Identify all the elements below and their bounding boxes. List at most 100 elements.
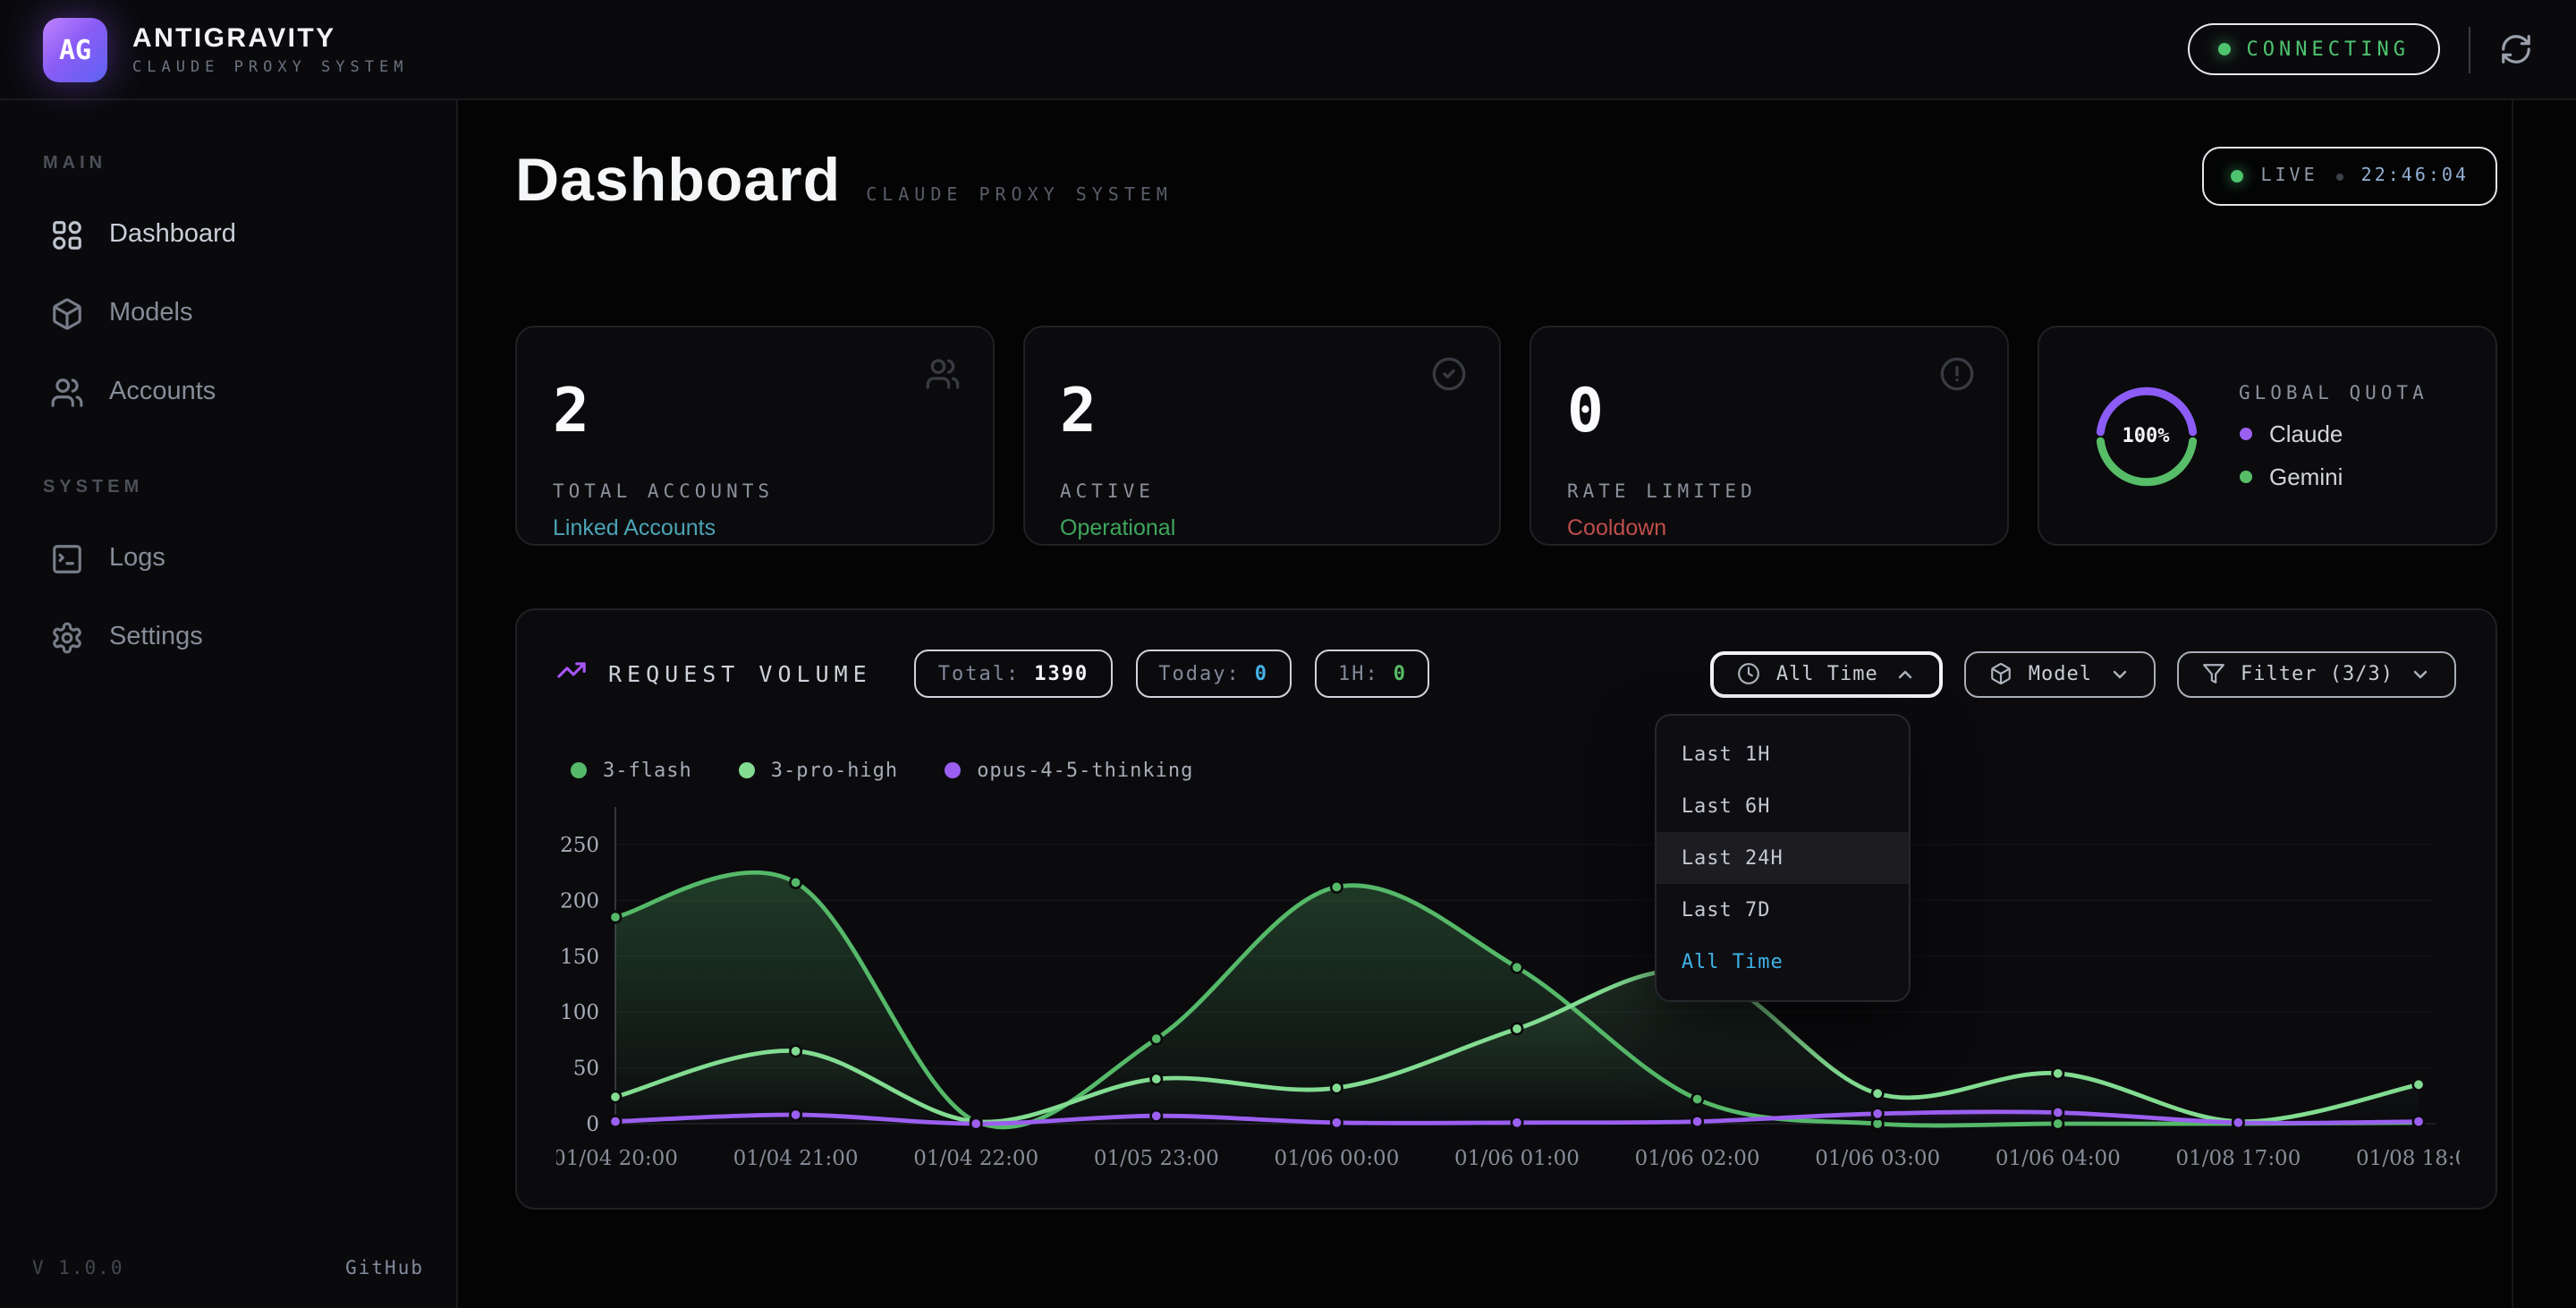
live-clock: 22:46:04 <box>2361 166 2469 186</box>
volume-chart-svg: 05010015020025001/04 20:0001/04 21:0001/… <box>556 793 2460 1179</box>
svg-text:01/06 04:00: 01/06 04:00 <box>1996 1147 2121 1170</box>
filter-button[interactable]: Filter (3/3) <box>2176 650 2456 697</box>
trending-up-icon <box>556 654 587 693</box>
live-dot-icon <box>2230 170 2242 183</box>
gear-icon <box>50 620 84 654</box>
stat-value: 2 <box>1060 381 1463 442</box>
svg-text:200: 200 <box>560 889 599 913</box>
sidebar: MAIN Dashboard Models Accounts SYSTEM <box>0 100 458 1308</box>
svg-text:01/04 20:00: 01/04 20:00 <box>556 1147 678 1170</box>
legend-dot <box>571 762 587 778</box>
dropdown-item-last-7d[interactable]: Last 7D <box>1657 883 1909 935</box>
dropdown-item-last-6h[interactable]: Last 6H <box>1657 779 1909 831</box>
stat-label: TOTAL ACCOUNTS <box>553 481 956 503</box>
sidebar-item-accounts[interactable]: Accounts <box>32 352 424 431</box>
time-range-button[interactable]: All Time <box>1710 650 1943 697</box>
request-volume-card: REQUEST VOLUME Total:1390 Today:0 1H:0 <box>515 608 2497 1210</box>
svg-text:01/06 00:00: 01/06 00:00 <box>1274 1147 1399 1170</box>
app-root: AG ANTIGRAVITY CLAUDE PROXY SYSTEM CONNE… <box>0 0 2576 1308</box>
badge-value: 1390 <box>1034 662 1089 685</box>
app-subtitle: CLAUDE PROXY SYSTEM <box>132 58 408 76</box>
svg-text:150: 150 <box>560 946 599 969</box>
scrollbar-gutter[interactable] <box>2512 100 2576 1308</box>
svg-text:250: 250 <box>560 834 599 857</box>
svg-text:01/05 23:00: 01/05 23:00 <box>1094 1147 1219 1170</box>
dropdown-item-all-time[interactable]: All Time <box>1657 935 1909 987</box>
stat-value: 0 <box>1567 381 1970 442</box>
separator-dot-icon <box>2336 173 2343 180</box>
svg-text:100: 100 <box>560 1001 599 1024</box>
chevron-down-icon <box>2410 663 2431 684</box>
stat-value: 2 <box>553 381 956 442</box>
sidebar-item-label: Logs <box>109 544 165 573</box>
dashboard-grid-icon <box>50 217 84 251</box>
legend-dot <box>739 762 755 778</box>
users-icon <box>924 356 960 392</box>
legend-item-3-pro-high: 3-pro-high <box>739 759 898 782</box>
status-dot-icon <box>2218 43 2231 55</box>
time-range-dropdown: Last 1H Last 6H Last 24H Last 7D All Tim… <box>1655 713 1911 1001</box>
claude-dot-icon <box>2239 427 2251 439</box>
stat-label: RATE LIMITED <box>1567 481 1970 503</box>
svg-text:01/08 17:00: 01/08 17:00 <box>2175 1147 2301 1170</box>
legend-item-3-flash: 3-flash <box>571 759 692 782</box>
quota-percent: 100% <box>2092 382 2199 489</box>
terminal-icon <box>50 541 84 575</box>
stat-label: ACTIVE <box>1060 481 1463 503</box>
sidebar-item-label: Accounts <box>109 378 216 406</box>
sidebar-item-logs[interactable]: Logs <box>32 519 424 598</box>
users-icon <box>50 375 84 409</box>
app-version: V 1.0.0 <box>32 1258 124 1279</box>
stat-sub: Linked Accounts <box>553 515 956 540</box>
sidebar-item-models[interactable]: Models <box>32 274 424 352</box>
chart-legend: 3-flash 3-pro-high opus-4-5-thinking <box>571 759 2456 782</box>
svg-text:01/04 22:00: 01/04 22:00 <box>913 1147 1038 1170</box>
svg-text:01/06 03:00: 01/06 03:00 <box>1815 1147 1940 1170</box>
dropdown-item-last-1h[interactable]: Last 1H <box>1657 727 1909 779</box>
gemini-dot-icon <box>2239 470 2251 482</box>
main-content: Dashboard CLAUDE PROXY SYSTEM LIVE 22:46… <box>458 100 2513 1308</box>
connection-status-badge: CONNECTING <box>2188 23 2440 75</box>
sidebar-section-system: SYSTEM <box>43 478 413 497</box>
stat-card-active: 2 ACTIVE Operational <box>1022 326 1501 546</box>
clock-icon <box>1737 662 1760 685</box>
status-label: CONNECTING <box>2247 38 2410 61</box>
live-label: LIVE <box>2260 166 2318 186</box>
check-circle-icon <box>1431 356 1467 392</box>
today-requests-badge: Today:0 <box>1135 650 1292 698</box>
alert-circle-icon <box>1938 356 1974 392</box>
sidebar-item-dashboard[interactable]: Dashboard <box>32 195 424 274</box>
total-requests-badge: Total:1390 <box>915 650 1113 698</box>
legend-item-opus: opus-4-5-thinking <box>945 759 1193 782</box>
chevron-down-icon <box>2108 663 2130 684</box>
quota-legend-claude: Claude <box>2239 420 2428 446</box>
global-quota-card: 100% GLOBAL QUOTA Claude Gemini <box>2037 326 2497 546</box>
svg-text:0: 0 <box>586 1113 599 1136</box>
stat-sub: Operational <box>1060 515 1463 540</box>
refresh-icon[interactable] <box>2499 32 2533 66</box>
topbar: AG ANTIGRAVITY CLAUDE PROXY SYSTEM CONNE… <box>0 0 2576 100</box>
live-status-badge: LIVE 22:46:04 <box>2201 147 2497 206</box>
app-title: ANTIGRAVITY <box>132 22 408 53</box>
stat-sub: Cooldown <box>1567 515 1970 540</box>
brand: AG ANTIGRAVITY CLAUDE PROXY SYSTEM <box>43 17 408 81</box>
sidebar-item-label: Dashboard <box>109 220 236 249</box>
svg-text:01/04 21:00: 01/04 21:00 <box>733 1147 859 1170</box>
dropdown-item-last-24h[interactable]: Last 24H <box>1657 831 1909 883</box>
sidebar-item-settings[interactable]: Settings <box>32 598 424 676</box>
request-volume-chart: 05010015020025001/04 20:0001/04 21:0001/… <box>556 793 2456 1188</box>
funnel-icon <box>2201 662 2224 685</box>
cube-icon <box>50 296 84 330</box>
quota-legend-gemini: Gemini <box>2239 463 2428 489</box>
svg-text:01/06 01:00: 01/06 01:00 <box>1454 1147 1580 1170</box>
divider <box>2469 26 2470 72</box>
chevron-up-icon <box>1894 663 1916 684</box>
stat-card-total-accounts: 2 TOTAL ACCOUNTS Linked Accounts <box>515 326 994 546</box>
sidebar-item-label: Settings <box>109 623 203 651</box>
page-title: Dashboard <box>515 147 841 217</box>
sidebar-item-label: Models <box>109 299 193 327</box>
svg-text:01/08 18:00: 01/08 18:00 <box>2356 1147 2460 1170</box>
github-link[interactable]: GitHub <box>345 1258 424 1279</box>
stat-card-rate-limited: 0 RATE LIMITED Cooldown <box>1530 326 2008 546</box>
model-filter-button[interactable]: Model <box>1964 650 2155 697</box>
